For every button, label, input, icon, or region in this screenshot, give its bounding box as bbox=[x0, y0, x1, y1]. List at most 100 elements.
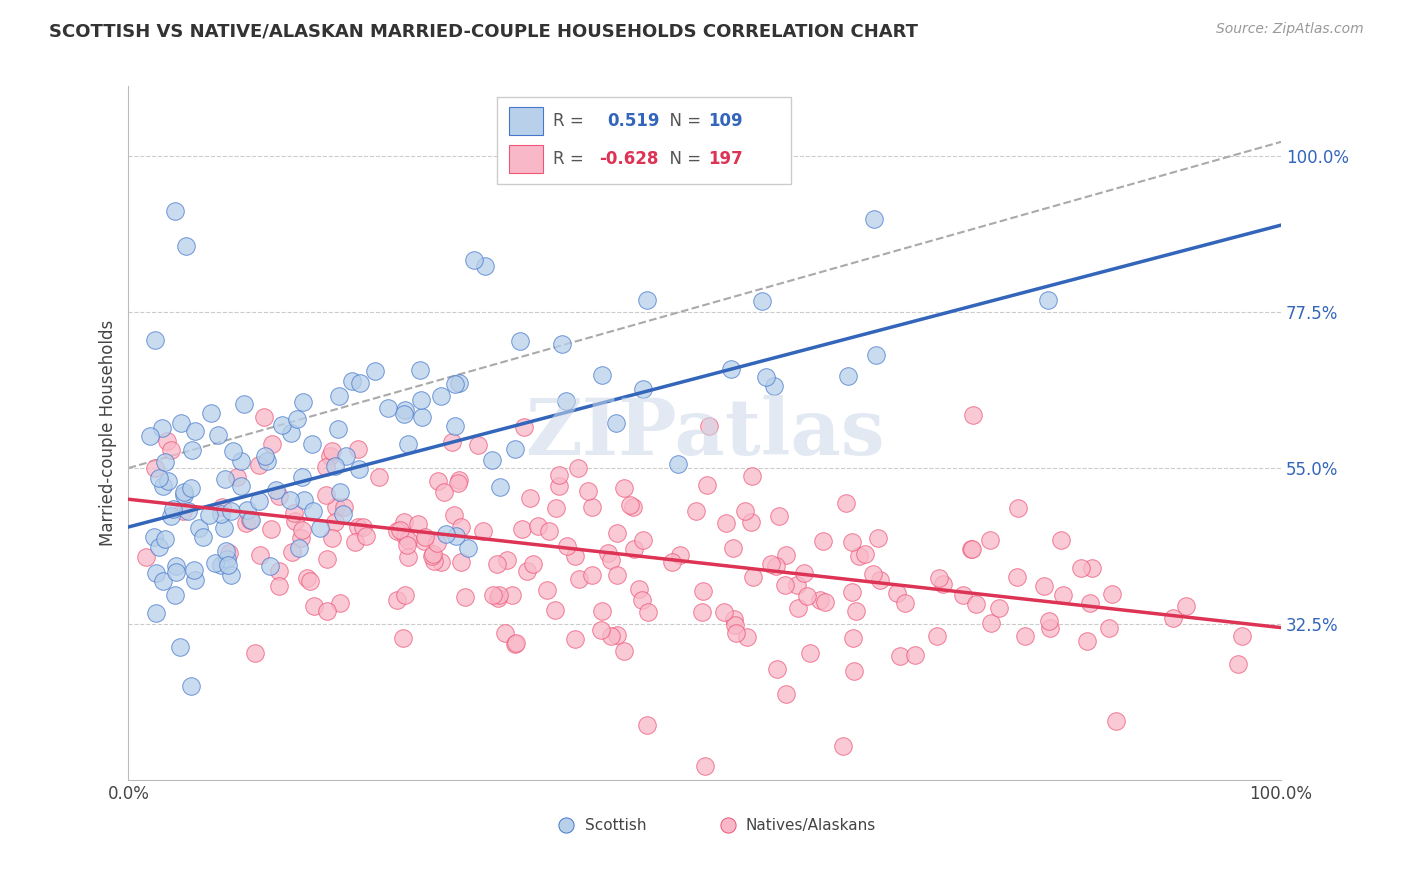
Point bbox=[430, 389, 453, 403]
Point bbox=[581, 500, 603, 514]
Point bbox=[841, 534, 863, 549]
Point bbox=[509, 334, 531, 348]
Point bbox=[392, 407, 415, 421]
Point bbox=[564, 632, 586, 647]
Point bbox=[187, 521, 209, 535]
Point bbox=[1161, 611, 1184, 625]
Point bbox=[232, 397, 254, 411]
Point bbox=[1078, 596, 1101, 610]
Point bbox=[165, 558, 187, 573]
Text: ZIPatlas: ZIPatlas bbox=[524, 395, 884, 471]
Point bbox=[270, 417, 292, 432]
Point bbox=[1038, 293, 1060, 307]
Point bbox=[214, 472, 236, 486]
Point bbox=[180, 442, 202, 457]
Point bbox=[513, 420, 536, 434]
Point bbox=[841, 585, 863, 599]
Point bbox=[862, 212, 884, 227]
Point bbox=[209, 558, 232, 572]
Point bbox=[842, 665, 865, 679]
Point bbox=[139, 428, 162, 442]
Point bbox=[1050, 533, 1073, 547]
Point bbox=[325, 458, 347, 473]
Point bbox=[406, 516, 429, 531]
Point bbox=[253, 410, 276, 425]
Point bbox=[155, 532, 177, 546]
Point bbox=[368, 469, 391, 483]
Point bbox=[321, 444, 343, 458]
Point bbox=[932, 576, 955, 591]
Point bbox=[328, 422, 350, 436]
Point bbox=[505, 636, 527, 650]
FancyBboxPatch shape bbox=[498, 96, 792, 184]
Point bbox=[180, 481, 202, 495]
Point bbox=[444, 529, 467, 543]
Point bbox=[766, 661, 789, 675]
Point bbox=[636, 717, 658, 731]
Point bbox=[697, 418, 720, 433]
Point bbox=[156, 434, 179, 448]
Point bbox=[409, 392, 432, 407]
Point bbox=[290, 531, 312, 545]
Point bbox=[865, 348, 887, 362]
Point bbox=[619, 498, 641, 512]
Point bbox=[1101, 587, 1123, 601]
Point bbox=[299, 574, 322, 588]
Point bbox=[814, 595, 837, 609]
Point bbox=[463, 252, 485, 267]
Text: Natives/Alaskans: Natives/Alaskans bbox=[745, 818, 876, 833]
Point bbox=[319, 450, 342, 464]
Point bbox=[264, 483, 287, 497]
Point bbox=[430, 554, 453, 568]
Point bbox=[333, 500, 356, 514]
Point bbox=[928, 571, 950, 585]
Point bbox=[253, 449, 276, 463]
Point bbox=[842, 631, 865, 645]
Point bbox=[377, 401, 399, 416]
Point bbox=[142, 530, 165, 544]
Point bbox=[543, 603, 565, 617]
Point bbox=[668, 548, 690, 562]
Text: N =: N = bbox=[658, 112, 706, 130]
Point bbox=[239, 513, 262, 527]
Point bbox=[692, 583, 714, 598]
Point bbox=[152, 574, 174, 588]
Point bbox=[735, 630, 758, 644]
Point bbox=[283, 506, 305, 520]
Point bbox=[503, 442, 526, 457]
Point bbox=[343, 534, 366, 549]
Point bbox=[215, 552, 238, 566]
Point bbox=[811, 534, 834, 549]
Point bbox=[349, 376, 371, 390]
Point bbox=[292, 493, 315, 508]
Point bbox=[979, 533, 1001, 548]
Point bbox=[191, 530, 214, 544]
Text: N =: N = bbox=[658, 150, 706, 169]
Point bbox=[302, 599, 325, 614]
Point bbox=[488, 480, 510, 494]
Point bbox=[387, 524, 409, 539]
Point bbox=[564, 549, 586, 563]
Point bbox=[796, 590, 818, 604]
Point bbox=[799, 646, 821, 660]
Point bbox=[516, 564, 538, 578]
Point bbox=[347, 442, 370, 456]
Point bbox=[328, 388, 350, 402]
Point bbox=[215, 544, 238, 558]
Text: SCOTTISH VS NATIVE/ALASKAN MARRIED-COUPLE HOUSEHOLDS CORRELATION CHART: SCOTTISH VS NATIVE/ALASKAN MARRIED-COUPL… bbox=[49, 22, 918, 40]
Point bbox=[613, 482, 636, 496]
Point bbox=[259, 558, 281, 573]
Point bbox=[555, 393, 578, 408]
Point bbox=[633, 533, 655, 547]
Point bbox=[596, 546, 619, 560]
Point bbox=[135, 549, 157, 564]
Point bbox=[536, 583, 558, 598]
Point bbox=[247, 458, 270, 472]
Point bbox=[315, 488, 337, 502]
Point bbox=[959, 542, 981, 557]
Text: 0.519: 0.519 bbox=[607, 112, 659, 130]
Point bbox=[441, 435, 464, 450]
Point bbox=[295, 571, 318, 585]
Point bbox=[153, 454, 176, 468]
Point bbox=[269, 564, 291, 578]
